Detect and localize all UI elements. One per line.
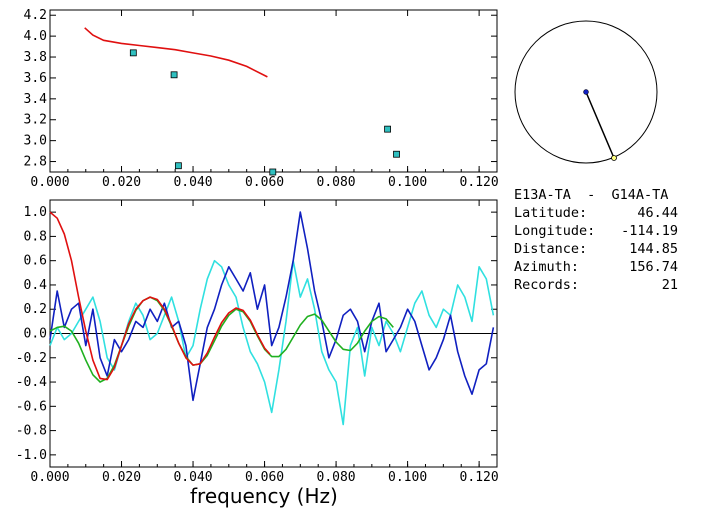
records-row: Records: 21 xyxy=(514,276,678,294)
azimuth-label: Azimuth: xyxy=(514,259,580,275)
longitude-label: Longitude: xyxy=(514,223,596,239)
station-info-panel: E13A-TA - G14A-TA Latitude: 46.44 Longitu… xyxy=(514,186,678,294)
bottom-y-tick-label: 0.4 xyxy=(24,278,48,293)
bottom-x-tick-label: 0.000 xyxy=(30,470,69,485)
top-y-tick-label: 2.8 xyxy=(24,155,47,170)
top-x-tick-label: 0.060 xyxy=(245,175,284,190)
distance-value: 144.85 xyxy=(629,241,678,257)
latitude-row: Latitude: 46.44 xyxy=(514,204,678,222)
top-y-tick-label: 3.4 xyxy=(24,92,48,107)
top-plot-ticks: 0.000 0.020 0.040 0.060 0.080 0.100 0.120 2.8 3.… xyxy=(24,8,499,190)
series-line xyxy=(49,211,271,381)
bottom-y-tick-label: 0.8 xyxy=(24,229,47,244)
bottom-x-tick-label: 0.020 xyxy=(102,470,141,485)
bottom-y-tick-label: -1.0 xyxy=(16,448,47,463)
top-y-tick-label: 3.0 xyxy=(24,134,47,149)
map-circle xyxy=(514,20,658,164)
bottom-y-tick-label: -0.6 xyxy=(16,399,47,414)
records-label: Records: xyxy=(514,277,580,293)
bottom-y-tick-label: -0.2 xyxy=(16,351,47,366)
bottom-y-tick-label: 0.2 xyxy=(24,302,47,317)
bottom-plot-ticks: 0.000 0.020 0.040 0.060 0.080 0.100 0.120 -1.0 -… xyxy=(16,200,499,485)
azimuth-value: 156.74 xyxy=(629,259,678,275)
bottom-x-tick-label: 0.060 xyxy=(245,470,284,485)
top-plot-marks xyxy=(84,27,400,176)
measurement-point xyxy=(393,150,400,158)
top-y-tick-label: 4.0 xyxy=(24,29,47,44)
station-pair-label: E13A-TA - G14A-TA xyxy=(514,187,669,203)
bottom-x-tick-label: 0.040 xyxy=(173,470,212,485)
bottom-x-tick-label: 0.100 xyxy=(388,470,427,485)
measurement-point xyxy=(269,168,277,176)
top-x-tick-label: 0.080 xyxy=(317,175,356,190)
bottom-y-tick-label: -0.8 xyxy=(16,424,47,439)
top-x-tick-label: 0.020 xyxy=(102,175,141,190)
top-y-tick-label: 3.8 xyxy=(24,50,47,65)
top-plot-frame xyxy=(49,9,498,173)
top-y-tick-label: 3.2 xyxy=(24,113,47,128)
dispersion-curve xyxy=(84,27,268,78)
bottom-x-tick-label: 0.120 xyxy=(460,470,499,485)
remote-station-dot xyxy=(611,155,617,161)
azimuth-row: Azimuth: 156.74 xyxy=(514,258,678,276)
bottom-y-tick-label: 0.0 xyxy=(24,327,47,342)
top-x-tick-label: 0.000 xyxy=(30,175,69,190)
latitude-value: 46.44 xyxy=(637,205,678,221)
center-station-dot xyxy=(583,89,589,95)
latitude-label: Latitude: xyxy=(514,205,588,221)
x-axis-label: frequency (Hz) xyxy=(190,484,338,508)
top-x-tick-label: 0.100 xyxy=(388,175,427,190)
measurement-point xyxy=(384,125,391,133)
bottom-y-tick-label: -0.4 xyxy=(16,375,47,390)
records-value: 21 xyxy=(661,277,678,293)
top-x-tick-label: 0.040 xyxy=(173,175,212,190)
top-y-tick-label: 3.6 xyxy=(24,71,47,86)
bottom-y-tick-label: 1.0 xyxy=(24,205,47,220)
measurement-point xyxy=(170,71,178,79)
series-line xyxy=(49,211,495,402)
top-y-tick-label: 4.2 xyxy=(24,8,47,23)
station-pair: E13A-TA - G14A-TA xyxy=(514,186,678,204)
measurement-point xyxy=(129,49,137,57)
longitude-value: -114.19 xyxy=(621,223,678,239)
measurement-point xyxy=(174,162,182,170)
longitude-row: Longitude: -114.19 xyxy=(514,222,678,240)
series-line xyxy=(49,296,394,383)
distance-row: Distance: 144.85 xyxy=(514,240,678,258)
bottom-x-tick-label: 0.080 xyxy=(317,470,356,485)
azimuth-line xyxy=(585,91,615,159)
bottom-plot-marks xyxy=(49,211,497,426)
azimuth-map xyxy=(514,20,658,164)
top-x-tick-label: 0.120 xyxy=(460,175,499,190)
distance-label: Distance: xyxy=(514,241,588,257)
bottom-y-tick-label: 0.6 xyxy=(24,254,47,269)
